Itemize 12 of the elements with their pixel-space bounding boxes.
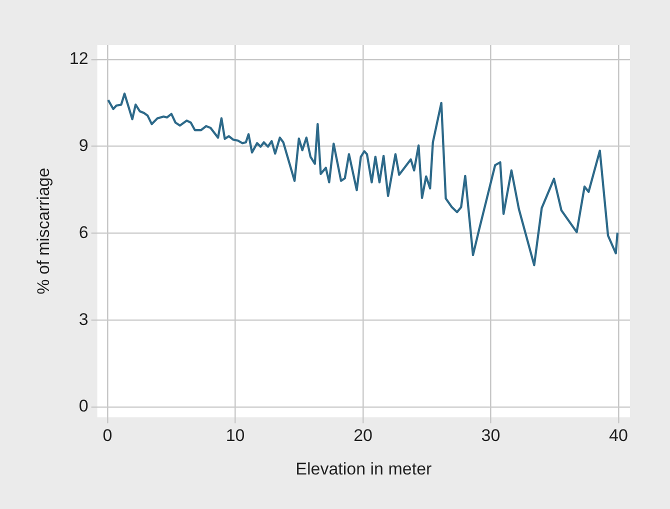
x-tick-label: 40 — [609, 426, 628, 446]
x-tick-label: 20 — [354, 426, 372, 446]
y-tick-label: 3 — [78, 310, 88, 329]
y-axis-title: % of miscarriage — [34, 168, 53, 294]
y-tick-label: 0 — [78, 396, 88, 416]
y-tick-label: 12 — [69, 49, 88, 68]
y-tick-label: 6 — [78, 222, 88, 242]
y-tick-label: 9 — [78, 136, 88, 156]
x-tick-label: 10 — [226, 426, 245, 446]
x-tick-label: 0 — [102, 426, 112, 446]
x-axis-title: Elevation in meter — [296, 459, 432, 478]
x-tick-label: 30 — [481, 426, 500, 446]
